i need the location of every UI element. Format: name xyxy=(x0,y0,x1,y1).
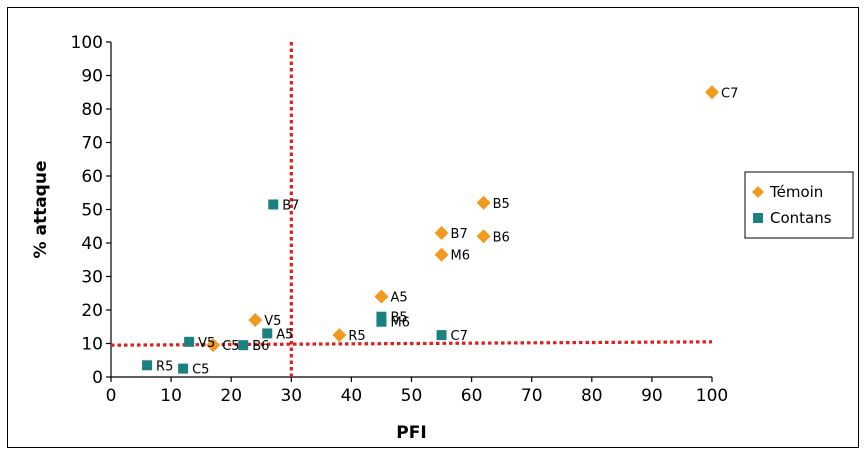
contans-point-label: A5 xyxy=(276,327,293,342)
x-tick-label: 60 xyxy=(461,386,483,406)
x-tick-label: 90 xyxy=(641,386,663,406)
contans-point-b6 xyxy=(238,340,249,351)
y-tick-label: 0 xyxy=(92,368,103,388)
y-tick-label: 10 xyxy=(81,335,103,355)
y-tick-label: 60 xyxy=(81,167,103,187)
tmoin-point-b7 xyxy=(434,225,449,240)
tmoin-point-c7 xyxy=(705,85,719,100)
x-tick-label: 10 xyxy=(160,386,182,406)
tmoin-point-a5 xyxy=(374,289,389,304)
tmoin-point-c5 xyxy=(206,338,221,353)
legend: Témoin Contans xyxy=(744,171,854,239)
tmoin-point-label: B5 xyxy=(493,197,510,212)
chart-frame xyxy=(7,7,859,448)
x-tick-label: 50 xyxy=(401,386,423,406)
x-tick-label: 0 xyxy=(106,386,117,406)
x-tick-label: 40 xyxy=(341,386,363,406)
contans-point-m6 xyxy=(376,316,387,327)
tmoin-point-label: A5 xyxy=(390,291,407,306)
tmoin-point-label: C5 xyxy=(222,339,239,354)
y-tick-label: 30 xyxy=(81,268,103,288)
contans-point-label: B7 xyxy=(282,198,299,213)
y-tick-label: 70 xyxy=(81,134,103,154)
tmoin-point-label: M6 xyxy=(451,249,471,264)
x-tick-label: 100 xyxy=(696,386,728,406)
tmoin-point-b6 xyxy=(476,229,491,244)
y-tick-label: 50 xyxy=(81,201,103,221)
contans-legend-label: Contans xyxy=(770,209,832,227)
contans-point-v5 xyxy=(184,336,195,347)
contans-point-c5 xyxy=(178,363,189,374)
y-tick-label: 100 xyxy=(71,33,103,53)
tmoin-point-m6 xyxy=(434,247,449,262)
contans-legend-marker xyxy=(753,213,763,223)
contans-point-r5 xyxy=(142,360,153,371)
x-tick-label: 80 xyxy=(581,386,603,406)
contans-point-b7 xyxy=(268,199,279,210)
contans-point-label: M6 xyxy=(390,316,410,331)
tmoin-point-label: R5 xyxy=(348,329,365,344)
y-axis-title: % attaque xyxy=(31,161,51,259)
tmoin-point-v5 xyxy=(248,313,263,328)
tmoin-legend-marker xyxy=(752,186,764,198)
contans-point-label: C7 xyxy=(451,329,468,344)
tmoin-point-b5 xyxy=(476,195,491,210)
contans-point-label: R5 xyxy=(156,359,173,374)
tmoin-point-label: B6 xyxy=(493,230,510,245)
axes: 0 10 20 30 40 50 60 70 80 90 100 0 10 20 30 40 50 60 70 80 9… xyxy=(31,33,728,443)
contans-point-label: C5 xyxy=(192,363,209,378)
tmoin-legend-label: Témoin xyxy=(769,183,823,201)
contans-point-label: B6 xyxy=(252,339,269,354)
contans-point-b5 xyxy=(376,311,387,322)
tmoin-point-label: V5 xyxy=(264,314,281,329)
contans-point-label: B5 xyxy=(390,311,407,326)
tmoin-point-label: B7 xyxy=(451,227,468,242)
x-tick-label: 30 xyxy=(280,386,302,406)
contans-point-a5 xyxy=(262,328,273,339)
x-tick-label: 20 xyxy=(220,386,242,406)
y-tick-label: 90 xyxy=(81,67,103,87)
reference-lines xyxy=(110,42,713,377)
x-tick-label: 70 xyxy=(521,386,543,406)
x-axis-title: PFI xyxy=(396,423,426,443)
tmoin-point-r5 xyxy=(332,328,347,343)
contans-point-c7 xyxy=(436,330,447,341)
legend-box xyxy=(744,171,854,239)
contans-point-label: V5 xyxy=(198,336,215,351)
y-tick-label: 40 xyxy=(81,234,103,254)
y-tick-label: 20 xyxy=(81,301,103,321)
tmoin-point-label: C7 xyxy=(721,86,738,101)
y-tick-label: 80 xyxy=(81,100,103,120)
